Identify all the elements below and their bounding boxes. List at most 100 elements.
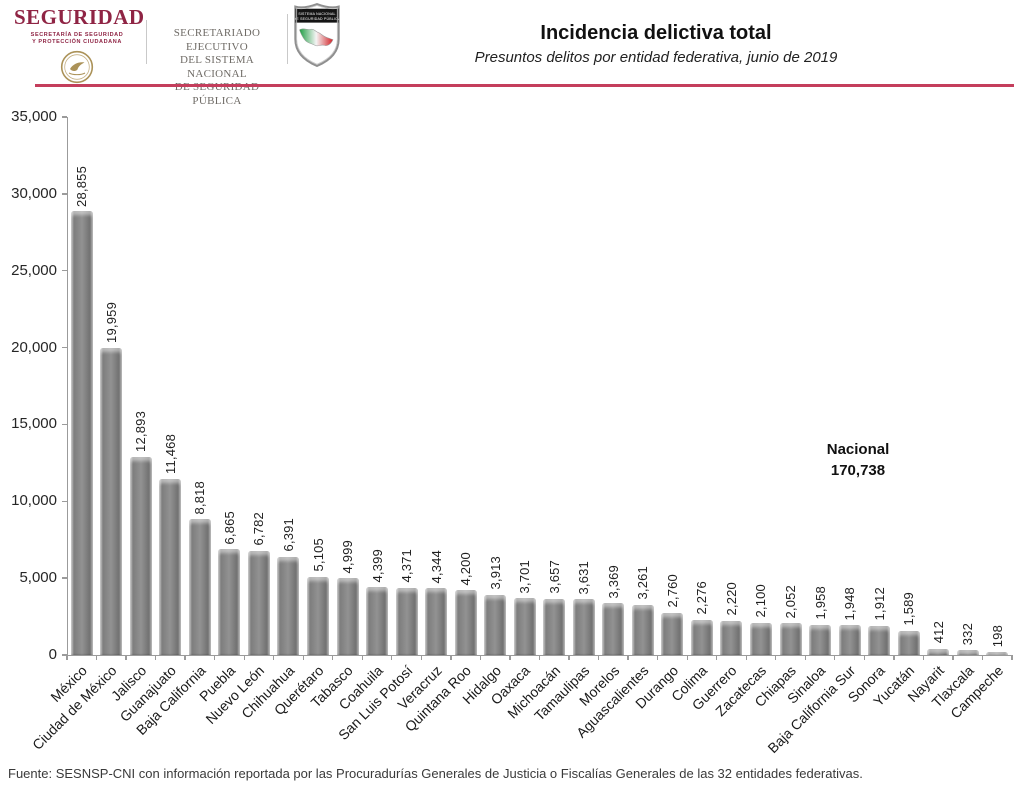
y-axis-tick (62, 577, 67, 579)
x-axis-tick (981, 655, 984, 660)
bar-value-label: 11,468 (162, 433, 178, 474)
x-axis-tick (1011, 655, 1013, 660)
x-axis-tick (597, 655, 600, 660)
y-axis-tick-label: 10,000 (11, 492, 57, 510)
x-axis-tick (214, 655, 216, 660)
seguridad-logo: SEGURIDAD SECRETARÍA DE SEGURIDAD Y PROT… (14, 5, 145, 84)
bar-value-label: 4,371 (399, 549, 415, 583)
y-axis-tick-label: 20,000 (11, 338, 57, 356)
seguridad-wordmark: SEGURIDAD (14, 5, 145, 29)
source-note: Fuente: SESNSP-CNI con información repor… (8, 766, 863, 781)
bar-value-label: 332 (960, 622, 976, 645)
bar-value-label: 6,865 (221, 510, 237, 545)
bar (838, 625, 861, 655)
x-axis-tick (952, 655, 954, 660)
shield-band-text: SISTEMA NACIONAL (298, 12, 335, 16)
bar (336, 578, 359, 655)
x-axis-tick (479, 655, 482, 660)
y-axis-tick (62, 346, 67, 349)
y-axis-tick-label: 35,000 (11, 108, 57, 125)
bar (602, 603, 625, 655)
x-axis-tick (627, 655, 629, 660)
bar-value-label: 1,589 (901, 592, 917, 626)
bar-value-label: 3,913 (487, 556, 503, 590)
bar (631, 604, 654, 655)
x-axis-tick (538, 655, 541, 660)
y-axis-tick (62, 500, 67, 502)
y-axis-tick-label: 5,000 (19, 569, 57, 587)
x-axis-tick (863, 655, 865, 660)
bar (247, 550, 270, 655)
bar (572, 599, 595, 655)
x-axis-tick (716, 655, 718, 660)
bar-value-label: 3,631 (576, 560, 592, 595)
bar (513, 598, 536, 655)
national-total-annotation: Nacional 170,738 (783, 439, 933, 481)
bar (188, 519, 211, 655)
y-axis-tick-label: 30,000 (11, 184, 57, 202)
bar (779, 623, 802, 655)
page-subtitle: Presuntos delitos por entidad federativa… (474, 49, 838, 66)
y-axis-tick (62, 423, 67, 426)
bar (661, 612, 684, 655)
x-axis-tick (243, 655, 245, 660)
bar (720, 620, 743, 655)
bar-value-label: 3,657 (546, 560, 562, 594)
shield-band-text: DE SEGURIDAD PÚBLICA (294, 17, 341, 21)
plot-area: Nacional 170,738 0 5,000 10,000 15,000 20,00… (11, 108, 1013, 756)
x-axis-tick (804, 655, 806, 660)
bar (956, 649, 979, 655)
y-axis-line (67, 117, 68, 656)
bar-value-label: 4,344 (428, 549, 444, 584)
bar-value-label: 4,999 (340, 539, 356, 574)
bar-value-label: 6,782 (251, 512, 267, 546)
x-axis-tick (302, 655, 304, 660)
y-axis-tick-label: 25,000 (11, 261, 57, 279)
bar (366, 587, 389, 655)
header-accent-rule (35, 84, 1014, 87)
x-axis-tick (893, 655, 895, 660)
bar (307, 576, 330, 655)
header-divider (146, 20, 147, 64)
bar (749, 622, 772, 655)
x-axis-tick (66, 655, 68, 660)
x-axis-tick (184, 655, 186, 660)
bar (218, 549, 241, 655)
x-axis-tick (391, 655, 393, 660)
bar (425, 588, 448, 655)
bar (690, 620, 713, 655)
bar-value-label: 1,948 (842, 586, 858, 621)
x-axis-tick (273, 655, 275, 660)
bar-value-label: 4,399 (369, 548, 385, 583)
bar-value-label: 12,893 (133, 410, 149, 452)
x-axis-tick (420, 655, 423, 660)
bar-value-label: 5,105 (310, 537, 326, 572)
bar-value-label: 2,220 (723, 582, 739, 616)
x-axis-tick (656, 655, 659, 660)
bar (927, 648, 950, 655)
bar (986, 651, 1009, 655)
report-title-block: Incidencia delictiva total Presuntos del… (300, 22, 1012, 66)
bar-value-label: 412 (930, 621, 946, 644)
bar (70, 211, 93, 655)
x-axis-tick (95, 655, 98, 660)
national-total-label: Nacional (826, 441, 890, 458)
seguridad-logo-subtitle: SECRETARÍA DE SEGURIDAD Y PROTECCIÓN CIU… (30, 32, 124, 45)
bar-value-label: 198 (989, 624, 1005, 647)
bar-value-label: 3,261 (635, 566, 651, 600)
bar-value-label: 3,701 (517, 559, 533, 594)
bar-chart: Nacional 170,738 0 5,000 10,000 15,000 20,00… (0, 100, 1024, 764)
x-axis-tick (834, 655, 836, 660)
bar-value-label: 28,855 (74, 165, 90, 207)
bar-value-label: 2,052 (783, 584, 799, 619)
bar-value-label: 4,200 (458, 551, 474, 586)
bar-value-label: 2,100 (753, 584, 769, 618)
bar (395, 587, 418, 655)
x-axis-tick (154, 655, 157, 660)
bar (100, 348, 123, 655)
x-axis-tick (745, 655, 747, 660)
x-axis-tick (775, 655, 777, 660)
y-axis-tick-label: 0 (48, 646, 57, 663)
page-title: Incidencia delictiva total (540, 22, 772, 44)
